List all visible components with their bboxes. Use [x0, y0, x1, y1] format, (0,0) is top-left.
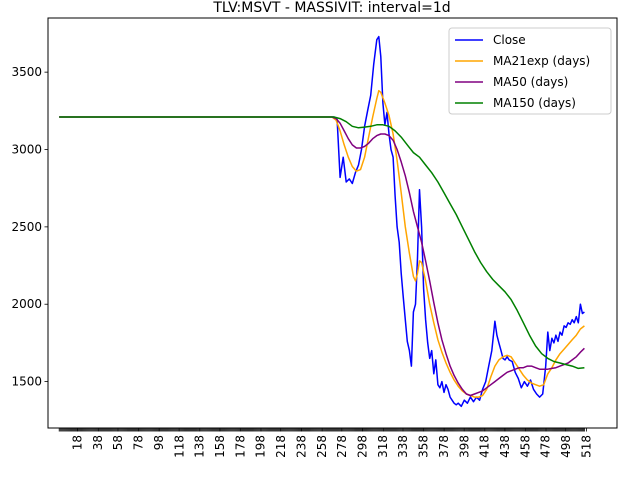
series-line-3 — [59, 116, 585, 370]
legend-label-3: MA150 (days) — [493, 96, 576, 110]
x-tick-label: 478 — [539, 435, 553, 458]
x-tick-label: 458 — [518, 435, 532, 458]
legend-label-0: Close — [493, 33, 526, 47]
x-tick-label: 378 — [437, 435, 451, 458]
chart-title: TLV:MSVT - MASSIVIT: interval=1d — [212, 0, 450, 16]
series-layer — [59, 35, 585, 408]
x-tick-label: 298 — [356, 435, 370, 458]
x-tick-label: 438 — [498, 435, 512, 458]
x-axis: 18 38 58 78 98 118 138 158 178 198 218 238 258 278 298… — [58, 428, 593, 458]
y-tick-label: 2500 — [11, 220, 42, 234]
x-tick-label: 498 — [559, 435, 573, 458]
series-line-0 — [59, 35, 585, 408]
y-tick-label: 1500 — [11, 375, 42, 389]
x-tick-label: 98 — [152, 435, 166, 450]
x-tick-label: 138 — [193, 435, 207, 458]
x-tick-label: 418 — [478, 435, 492, 458]
legend-label-1: MA21exp (days) — [493, 54, 590, 68]
y-tick-label: 3000 — [11, 143, 42, 157]
x-tick-label: 158 — [213, 435, 227, 458]
x-tick-label: 258 — [315, 435, 329, 458]
x-tick-label: 338 — [396, 435, 410, 458]
series-line-2 — [59, 116, 585, 397]
x-tick-label: 18 — [71, 435, 85, 450]
legend: Close MA21exp (days) MA50 (days) MA150 (day… — [448, 27, 612, 115]
x-tick-label: 238 — [294, 435, 308, 458]
x-tick-label: 118 — [172, 435, 186, 458]
x-tick-label: 38 — [91, 435, 105, 450]
x-tick-label: 78 — [132, 435, 146, 450]
x-tick-label: 358 — [417, 435, 431, 458]
x-tick-label: 518 — [579, 435, 593, 458]
x-tick-label: 278 — [335, 435, 349, 458]
y-tick-label: 2000 — [11, 297, 42, 311]
y-axis: 1500 2000 2500 3000 3500 — [11, 65, 48, 389]
series-line-1 — [59, 89, 585, 398]
x-tick-label: 318 — [376, 435, 390, 458]
x-tick-label: 218 — [274, 435, 288, 458]
x-tick-label: 58 — [111, 435, 125, 450]
x-tick-label: 178 — [233, 435, 247, 458]
x-tick-label: 198 — [254, 435, 268, 458]
legend-label-2: MA50 (days) — [493, 75, 568, 89]
legend-box — [448, 27, 612, 115]
y-tick-label: 3500 — [11, 65, 42, 79]
x-tick-label: 398 — [457, 435, 471, 458]
